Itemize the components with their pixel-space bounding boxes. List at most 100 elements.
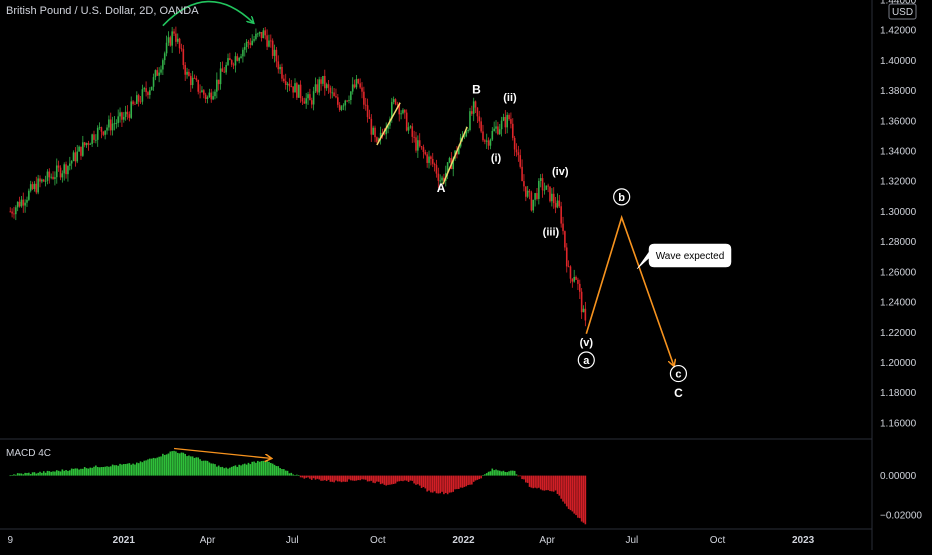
- candle-body: [217, 79, 220, 85]
- candle-body: [229, 58, 231, 61]
- macd-bar: [193, 457, 196, 476]
- candle-body: [413, 136, 415, 138]
- macd-bar: [292, 474, 294, 476]
- candle-body: [394, 99, 397, 104]
- candle-body: [61, 173, 64, 178]
- macd-bar: [366, 475, 369, 482]
- macd-bar: [16, 473, 19, 476]
- macd-bar: [551, 475, 553, 492]
- candle-body: [182, 49, 185, 66]
- macd-bar: [310, 475, 313, 480]
- candle-body: [243, 47, 246, 50]
- candle-body: [193, 77, 196, 79]
- macd-bar: [143, 460, 146, 476]
- candle-body: [100, 127, 103, 132]
- macd-bar: [508, 471, 510, 476]
- macd-bar: [564, 475, 566, 504]
- macd-bar: [338, 475, 341, 482]
- candle-body: [556, 200, 559, 208]
- candle-body: [137, 95, 140, 102]
- macd-bar: [404, 475, 406, 481]
- top-green-arrow: [162, 0, 253, 27]
- candle-body: [281, 66, 283, 79]
- macd-bar: [530, 475, 533, 488]
- candle-body: [489, 139, 492, 146]
- candle-body: [366, 105, 369, 118]
- projection-path: [585, 214, 673, 365]
- macd-bar: [20, 473, 23, 476]
- candle-body: [325, 84, 328, 89]
- candle-body: [130, 101, 133, 118]
- candle-body: [333, 92, 335, 97]
- candle-body: [245, 41, 248, 48]
- candle-body: [547, 185, 549, 187]
- candle-body: [435, 165, 438, 174]
- macd-bar: [136, 462, 138, 476]
- candle-body: [510, 119, 512, 124]
- macd-bar: [108, 466, 110, 476]
- candle-body: [484, 140, 486, 142]
- callout-text: Wave expected: [656, 251, 725, 262]
- candle-body: [474, 101, 477, 108]
- candle-body: [227, 58, 229, 65]
- candle-body: [109, 119, 112, 131]
- candle-body: [554, 203, 557, 208]
- macd-bar: [392, 475, 395, 485]
- currency-badge[interactable]: USD: [888, 3, 917, 20]
- macd-bar: [422, 475, 425, 488]
- candle-body: [283, 78, 285, 82]
- macd-bar: [575, 475, 577, 516]
- candle-body: [353, 84, 356, 88]
- candle-body: [431, 158, 434, 164]
- wave-expected-callout[interactable]: Wave expected: [636, 243, 732, 270]
- macd-bar: [242, 464, 244, 476]
- macd-bar: [364, 475, 367, 480]
- macd-bar: [275, 466, 278, 476]
- grid: [0, 0, 873, 550]
- wave-label: A: [437, 181, 446, 195]
- macd-bar: [515, 474, 518, 476]
- candle-body: [495, 126, 497, 129]
- candle-body: [115, 122, 118, 124]
- candle-body: [396, 103, 399, 105]
- macd-bar: [495, 469, 497, 476]
- candle-body: [301, 98, 304, 102]
- macd-bar: [327, 475, 330, 480]
- candle-body: [113, 123, 116, 125]
- macd-bar: [385, 475, 388, 486]
- macd-bar: [229, 467, 231, 476]
- candle-body: [171, 31, 173, 46]
- macd-bar: [44, 472, 47, 476]
- macd-bar: [9, 475, 12, 477]
- candle-body: [31, 184, 34, 189]
- macd-bar: [268, 461, 270, 476]
- macd-bar: [284, 470, 287, 476]
- candle-body: [286, 83, 289, 85]
- candle-body: [152, 77, 155, 87]
- candle-body: [363, 91, 365, 105]
- candle-body: [26, 199, 28, 203]
- macd-bar: [48, 471, 51, 476]
- candle-body: [264, 30, 267, 36]
- candle-body: [443, 177, 445, 181]
- price-tick-label: 1.42000: [880, 26, 917, 37]
- candle-body: [525, 186, 527, 197]
- candle-body: [493, 128, 495, 131]
- macd-tick-label: −0.02000: [880, 511, 922, 522]
- macd-bar: [370, 475, 373, 481]
- macd-bar: [485, 473, 488, 476]
- candle-body: [104, 130, 106, 135]
- candle-body: [305, 98, 307, 104]
- macd-bar: [497, 470, 499, 476]
- candle-body: [580, 291, 583, 313]
- price-tick-label: 1.32000: [880, 177, 917, 188]
- macd-bar: [491, 468, 494, 476]
- macd-bar: [173, 450, 175, 476]
- macd-bar: [115, 465, 118, 476]
- macd-bar: [556, 475, 559, 494]
- candle-body: [119, 112, 121, 117]
- candle-body: [409, 126, 412, 128]
- macd-bar: [580, 475, 583, 522]
